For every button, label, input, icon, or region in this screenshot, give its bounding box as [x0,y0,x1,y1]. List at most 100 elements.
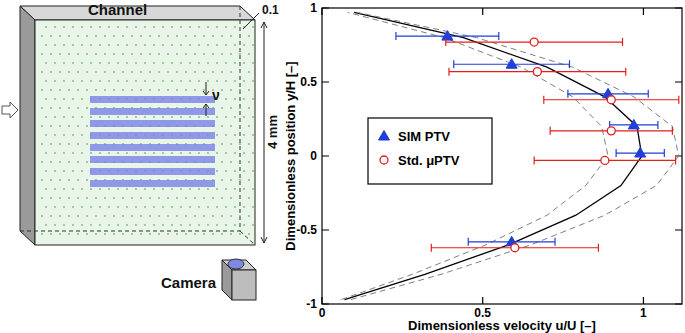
particle [72,62,74,64]
particle [122,89,124,91]
particle [81,44,83,46]
particle [108,188,110,190]
particle [72,44,74,46]
particle [113,215,115,217]
particle [99,62,101,64]
particle [72,26,74,28]
particle [54,134,56,136]
particle [122,35,124,37]
particle [185,233,187,235]
particle [59,53,61,55]
fringe [90,96,215,103]
particle [239,143,241,145]
particle [239,233,241,235]
particle [207,116,209,118]
particle [41,35,43,37]
particle [41,107,43,109]
particle [216,224,218,226]
particle [41,143,43,145]
particle [162,116,164,118]
particle [243,170,245,172]
particle [180,26,182,28]
particle [122,233,124,235]
particle [225,26,227,28]
particle [90,80,92,82]
particle [207,62,209,64]
particle [239,89,241,91]
particle [135,152,137,154]
particle [144,44,146,46]
particle [221,179,223,181]
particle [252,98,254,100]
fringe [90,180,215,187]
particle [86,143,88,145]
particle [216,206,218,208]
particle [122,53,124,55]
particle [117,44,119,46]
particle [207,224,209,226]
y-tick-label: -1 [306,297,317,311]
particle [90,152,92,154]
particle [252,62,254,64]
particle [77,107,79,109]
particle [221,197,223,199]
particle [189,152,191,154]
particle [144,80,146,82]
particle [212,215,214,217]
particle [104,215,106,217]
legend-marker [379,131,390,141]
legend: SIM PTVStd. μPTV [368,118,492,184]
particle [59,179,61,181]
particle [54,62,56,64]
hidden-edge [20,6,240,231]
particle [248,107,250,109]
legend-label: Std. μPTV [398,153,460,168]
particle [162,26,164,28]
particle [90,188,92,190]
particle [131,233,133,235]
particle [68,143,70,145]
particle [77,143,79,145]
particle [117,80,119,82]
particle [86,107,88,109]
particle [167,71,169,73]
particle [252,188,254,190]
particle [180,152,182,154]
particle [122,197,124,199]
particle [153,152,155,154]
diagram-title: Channel [88,1,147,18]
particle [252,80,254,82]
particle [72,224,74,226]
particle [68,89,70,91]
data-point [607,96,615,104]
particle [86,233,88,235]
camera [222,259,256,300]
particle [189,116,191,118]
particle [248,143,250,145]
particle [230,89,232,91]
fringe-label: ν [212,87,220,103]
particle [162,188,164,190]
error-bar [446,38,623,46]
particle [68,53,70,55]
particle [216,62,218,64]
particle [135,206,137,208]
particle [45,206,47,208]
particle [54,26,56,28]
particle [54,80,56,82]
particle [135,26,137,28]
particle [135,44,137,46]
particle [68,107,70,109]
particle [239,107,241,109]
depth-arrow [243,13,259,29]
particle [207,206,209,208]
particle [171,152,173,154]
particle [50,107,52,109]
particle [216,44,218,46]
particle [203,233,205,235]
particle [126,44,128,46]
particle [126,116,128,118]
particle [45,170,47,172]
particle [221,161,223,163]
particle [171,206,173,208]
